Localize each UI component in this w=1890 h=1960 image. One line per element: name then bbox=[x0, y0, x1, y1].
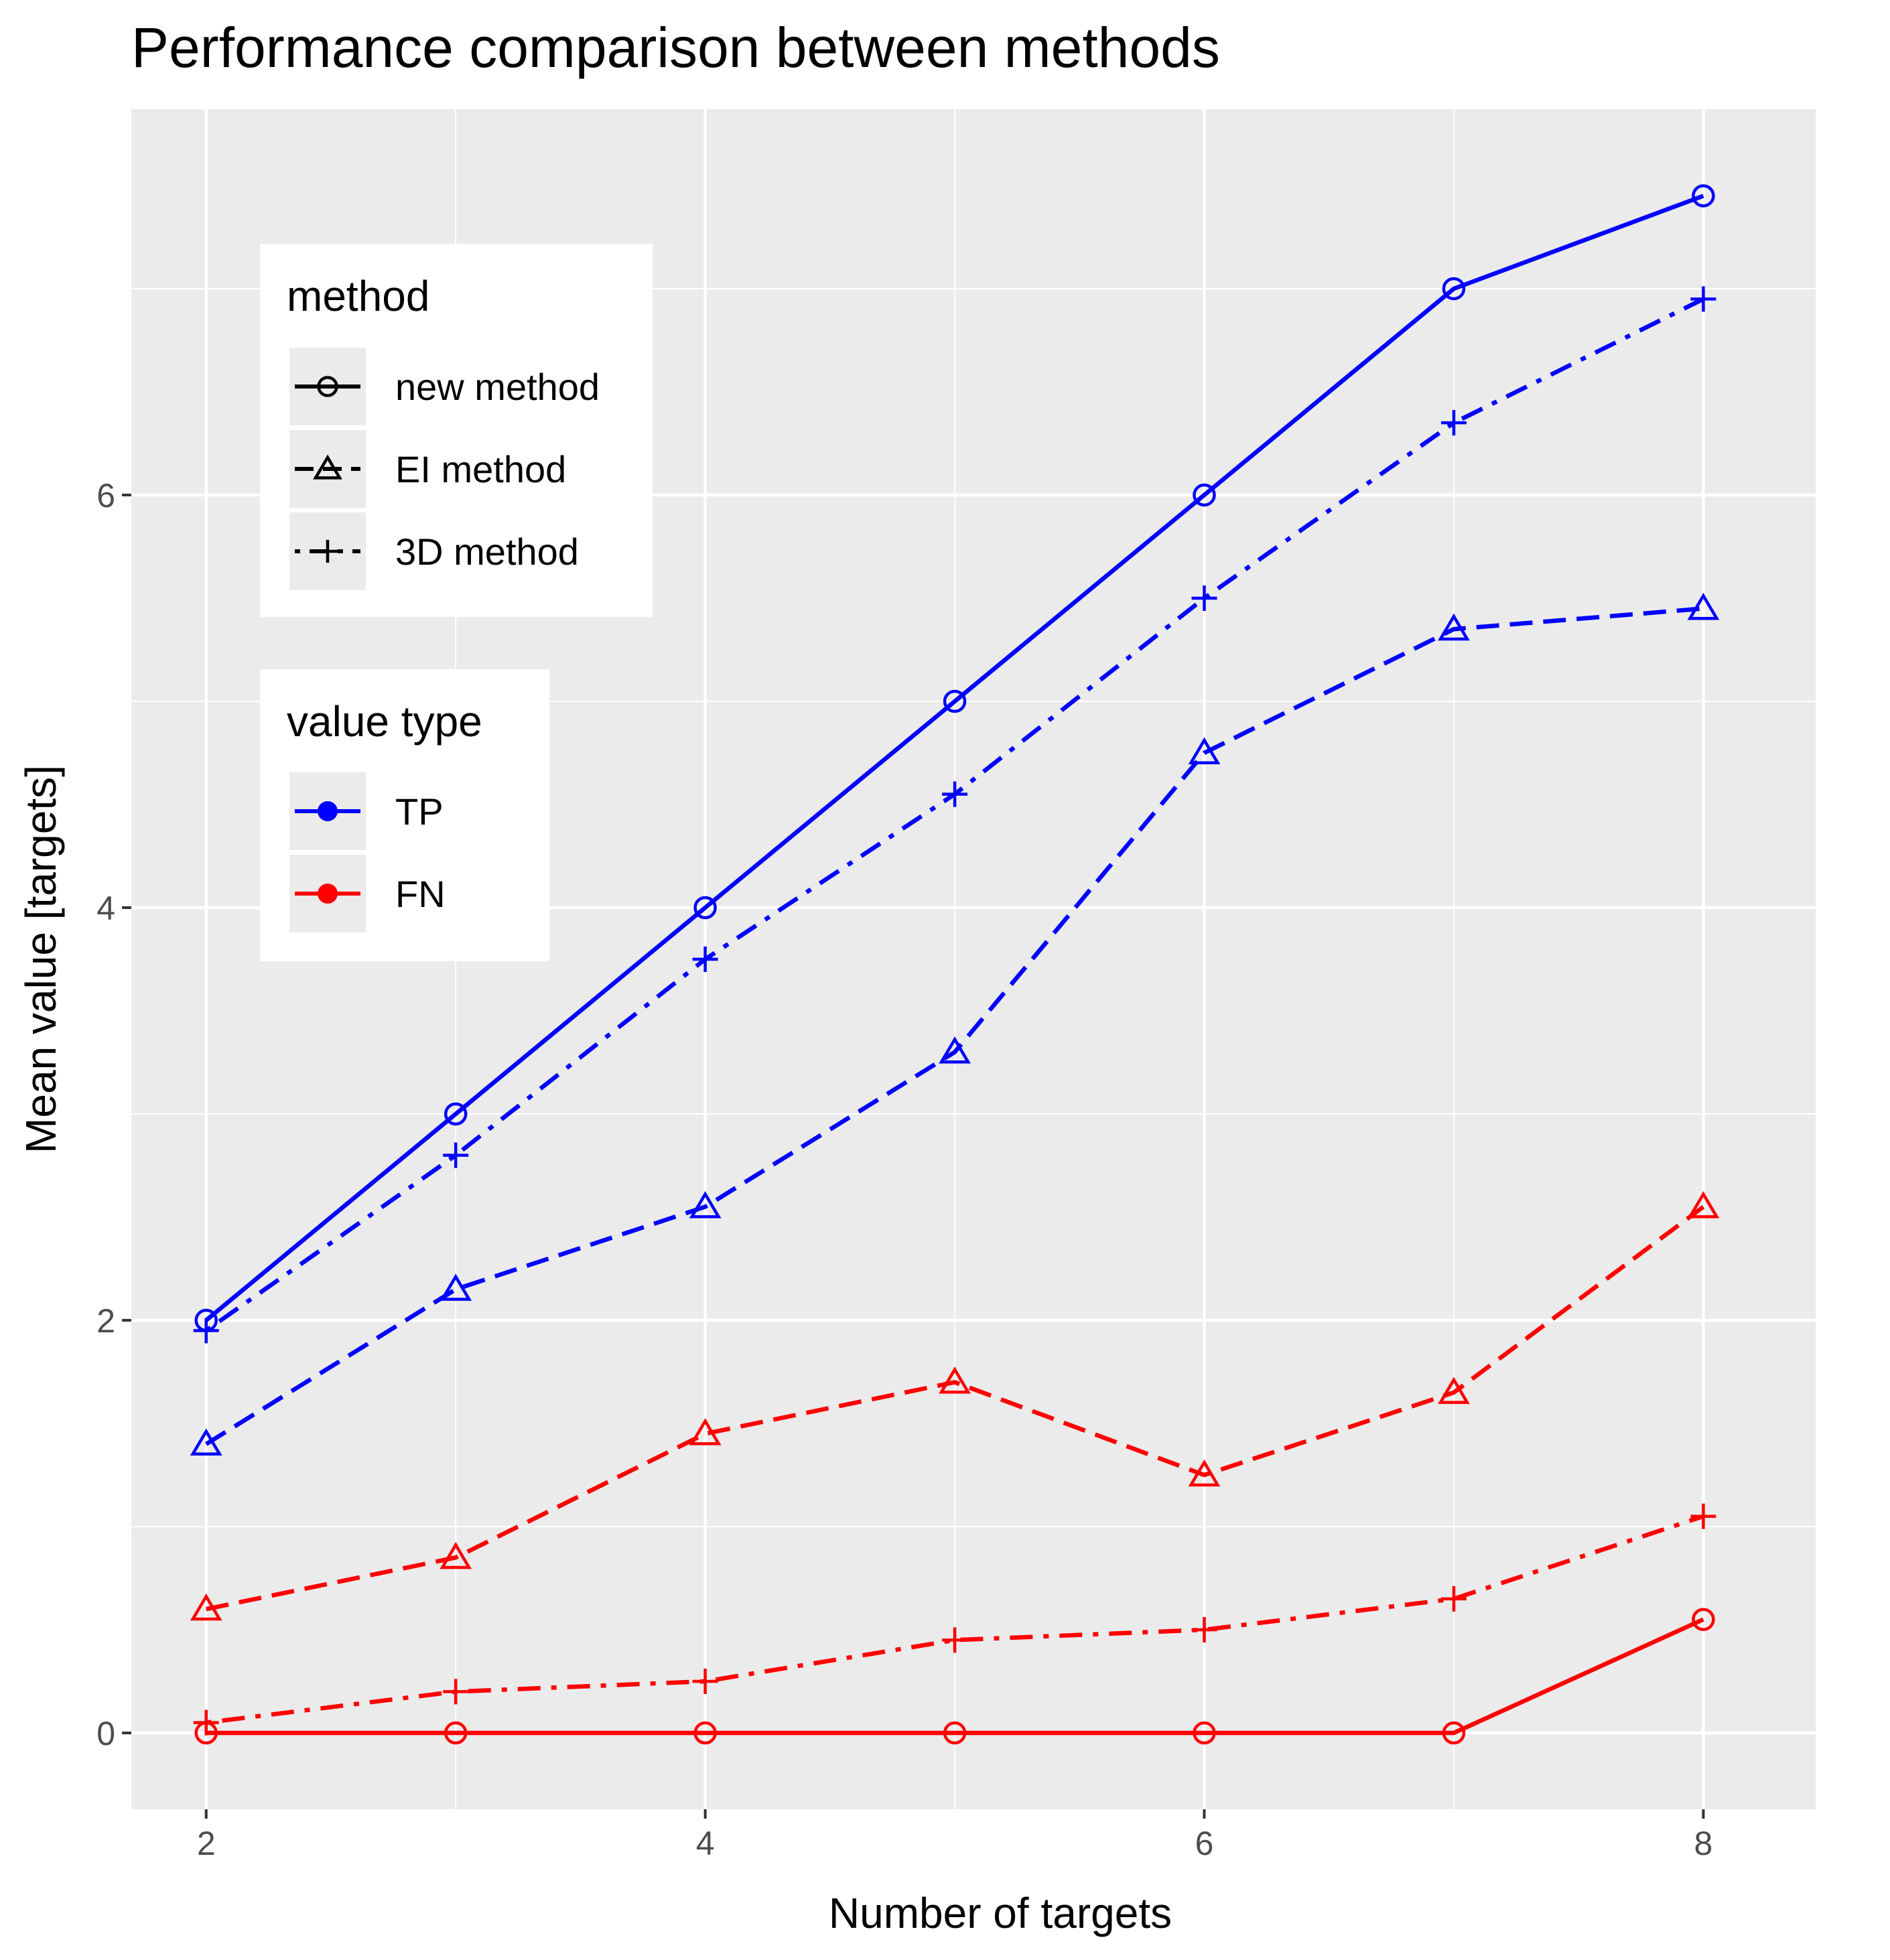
series-ei-fn bbox=[190, 1191, 1720, 1621]
chart-title: Performance comparison between methods bbox=[131, 16, 1220, 79]
data-point-new-tp bbox=[1193, 483, 1216, 507]
legend-method-label: 3D method bbox=[395, 531, 579, 573]
axis-ticks: 2 4 6 8 0 2 4 6 bbox=[96, 477, 1712, 1862]
legend-method: method new method EI method 3D method bbox=[260, 244, 653, 617]
x-axis-title: Number of targets bbox=[829, 1889, 1172, 1937]
legend-method-item: new method bbox=[289, 348, 600, 425]
data-point-3d-tp bbox=[193, 1318, 219, 1344]
legend-key-marker bbox=[316, 539, 340, 563]
legend-value-type-item: TP bbox=[289, 772, 444, 850]
data-point-3d-fn bbox=[1191, 1617, 1217, 1643]
data-point-3d-tp bbox=[443, 1142, 469, 1168]
data-point-new-fn bbox=[444, 1721, 468, 1745]
data-point-ei-fn bbox=[1438, 1377, 1470, 1404]
data-point-new-fn bbox=[943, 1721, 967, 1745]
x-tick-label: 8 bbox=[1694, 1825, 1712, 1862]
data-point-3d-fn bbox=[1440, 1586, 1467, 1612]
data-point-new-tp bbox=[444, 1102, 468, 1126]
data-point-3d-fn bbox=[692, 1669, 718, 1695]
series-3d-fn bbox=[193, 1503, 1716, 1736]
legend-key-marker bbox=[317, 376, 338, 397]
data-point-new-tp bbox=[1692, 184, 1715, 208]
data-point-ei-tp bbox=[190, 1428, 222, 1456]
y-tick-label: 6 bbox=[96, 477, 115, 514]
legend-key-dot bbox=[318, 884, 338, 904]
data-point-ei-fn bbox=[1687, 1191, 1720, 1218]
y-tick-label: 4 bbox=[96, 890, 115, 927]
legend-value-type-label: FN bbox=[395, 873, 446, 915]
data-point-ei-tp bbox=[440, 1273, 472, 1301]
legend-value-type-label: TP bbox=[395, 790, 444, 833]
legend-method-title: method bbox=[287, 272, 429, 320]
series-line-new-fn bbox=[206, 1617, 1704, 1736]
series-line-ei-fn bbox=[206, 1204, 1705, 1612]
data-point-new-fn bbox=[1442, 1721, 1466, 1745]
data-point-3d-tp bbox=[1191, 585, 1217, 611]
data-point-3d-tp bbox=[1440, 410, 1467, 436]
legend-value-type: value type TP FN bbox=[260, 669, 549, 961]
x-tick-label: 4 bbox=[696, 1825, 715, 1862]
data-point-3d-tp bbox=[942, 781, 968, 807]
data-point-3d-fn bbox=[942, 1627, 968, 1653]
legend-value-type-title: value type bbox=[287, 697, 482, 746]
y-tick-label: 0 bbox=[96, 1715, 115, 1752]
legend-method-item: 3D method bbox=[289, 512, 579, 590]
legend-method-item: EI method bbox=[289, 430, 566, 508]
legend-method-label: EI method bbox=[395, 448, 566, 490]
data-point-ei-tp bbox=[1687, 592, 1720, 620]
data-point-new-fn bbox=[1193, 1721, 1216, 1745]
data-point-ei-tp bbox=[689, 1191, 722, 1218]
data-point-3d-fn bbox=[443, 1679, 469, 1705]
data-point-ei-fn bbox=[939, 1366, 971, 1394]
data-point-ei-tp bbox=[1188, 737, 1221, 765]
x-tick-label: 6 bbox=[1195, 1825, 1214, 1862]
data-point-new-fn bbox=[194, 1721, 218, 1745]
legend-value-type-items: TP FN bbox=[289, 772, 446, 932]
legend-method-label: new method bbox=[395, 366, 600, 408]
data-point-new-fn bbox=[1692, 1608, 1715, 1631]
y-axis-title: Mean value [targets] bbox=[17, 765, 65, 1153]
data-point-3d-tp bbox=[1690, 286, 1716, 312]
data-point-ei-fn bbox=[689, 1417, 722, 1446]
series-line-new-tp bbox=[204, 194, 1704, 1322]
data-point-ei-tp bbox=[939, 1036, 971, 1064]
legend-value-type-item: FN bbox=[289, 855, 446, 932]
data-point-3d-fn bbox=[1690, 1503, 1716, 1529]
series-ei-tp bbox=[190, 592, 1720, 1456]
data-point-new-fn bbox=[693, 1721, 717, 1745]
series-new-fn bbox=[194, 1608, 1715, 1745]
legend-key-marker bbox=[313, 454, 342, 480]
data-point-ei-tp bbox=[1438, 613, 1470, 641]
data-point-new-tp bbox=[693, 896, 717, 920]
series-line-ei-tp bbox=[204, 606, 1704, 1446]
legend-key-dot bbox=[318, 801, 338, 821]
data-point-ei-fn bbox=[190, 1593, 222, 1621]
data-point-ei-fn bbox=[440, 1541, 472, 1569]
legend-method-items: new method EI method 3D method bbox=[289, 348, 600, 590]
data-point-new-tp bbox=[943, 689, 967, 713]
data-point-new-tp bbox=[1442, 277, 1466, 301]
data-point-3d-tp bbox=[692, 947, 718, 972]
series-3d-tp bbox=[193, 286, 1716, 1344]
y-tick-label: 2 bbox=[96, 1302, 115, 1340]
series-group bbox=[190, 184, 1720, 1745]
data-point-ei-fn bbox=[1188, 1459, 1221, 1487]
x-tick-label: 2 bbox=[197, 1825, 216, 1862]
